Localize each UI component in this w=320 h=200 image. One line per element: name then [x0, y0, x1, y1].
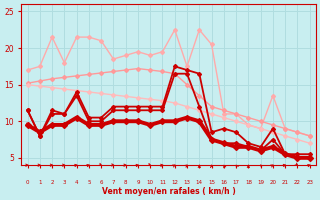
X-axis label: Vent moyen/en rafales ( km/h ): Vent moyen/en rafales ( km/h ): [102, 187, 236, 196]
